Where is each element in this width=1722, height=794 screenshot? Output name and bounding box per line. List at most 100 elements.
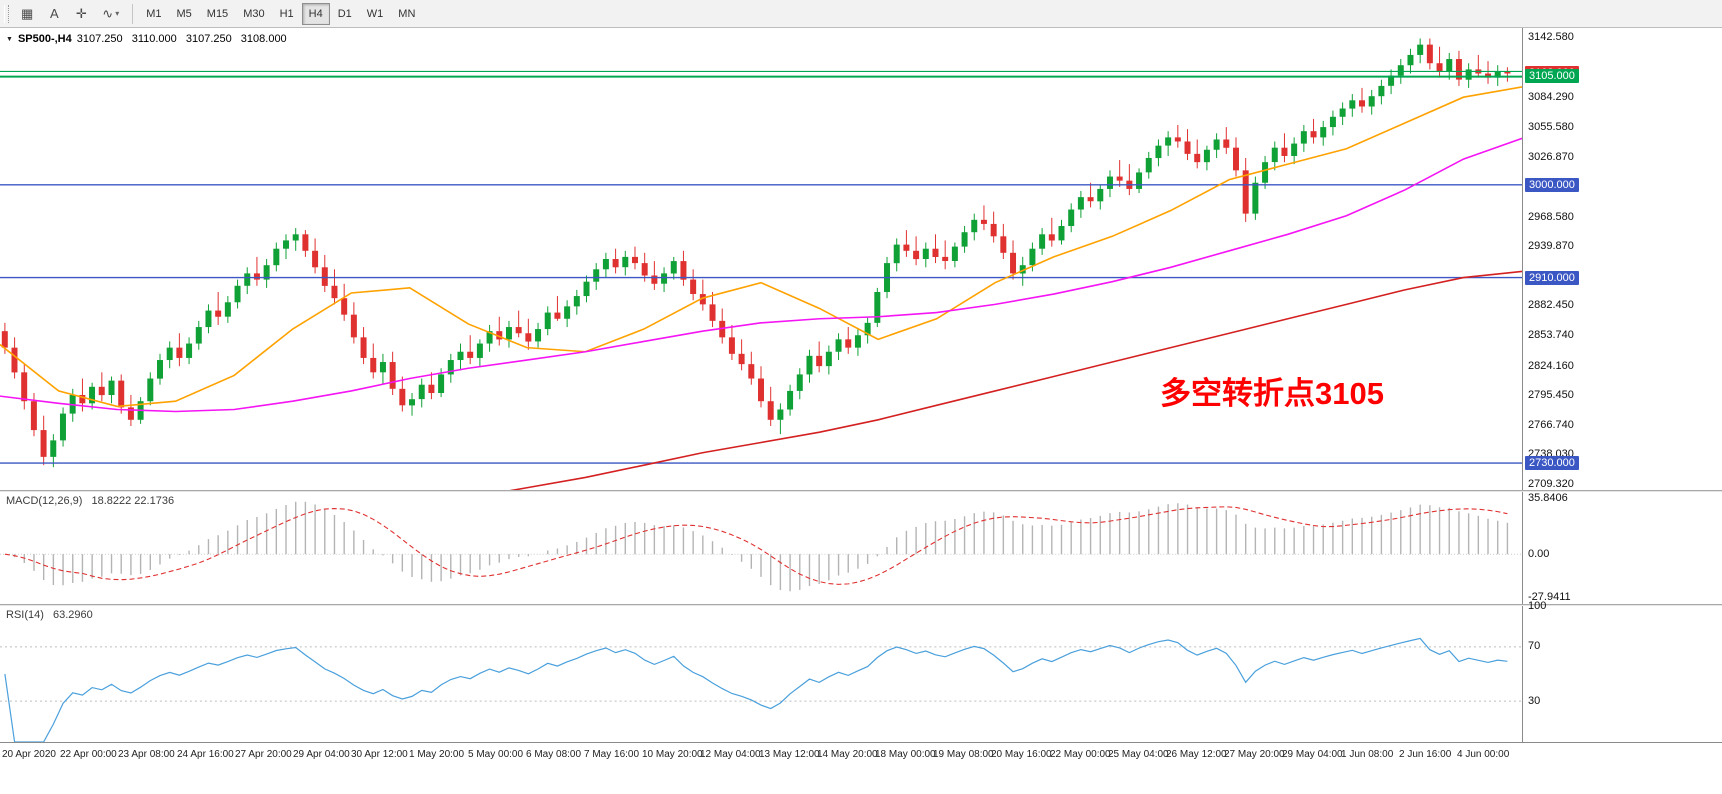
timeframe-h4-button[interactable]: H4 [301, 2, 330, 25]
ma-fast-orange [0, 86, 1522, 408]
macd-values: 18.8222 22.1736 [91, 495, 175, 507]
timeframe-m30-button[interactable]: M30 [236, 3, 271, 25]
time-axis-label: 7 May 16:00 [584, 749, 640, 760]
rsi-name: RSI(14) [6, 609, 44, 621]
time-axis-label: 20 Apr 2020 [2, 749, 56, 760]
high-value: 3110.000 [131, 33, 177, 45]
timeframe-h1-button[interactable]: H1 [273, 3, 301, 25]
time-axis-label: 1 May 20:00 [409, 749, 465, 760]
price-level-chip: 2730.000 [1525, 456, 1579, 471]
time-axis-label: 14 May 20:00 [817, 749, 878, 760]
price-chart-canvas[interactable] [0, 28, 1523, 490]
time-axis-label: 27 May 20:00 [1224, 749, 1285, 760]
axis-tick-label: 2766.740 [1528, 418, 1574, 431]
chevron-down-icon: ▾ [115, 9, 120, 18]
axis-tick-label: 35.8406 [1528, 491, 1568, 504]
time-axis[interactable]: 20 Apr 2020 22 Apr 00:00 23 Apr 08:00 24 Ap… [0, 742, 1722, 766]
macd-canvas[interactable] [0, 492, 1523, 604]
window-bottom-area [0, 766, 1722, 794]
toolbar-separator [132, 3, 134, 24]
macd-label: MACD(12,26,9) 18.8222 22.1736 [6, 495, 180, 507]
axis-tick-label: 2853.740 [1528, 329, 1574, 342]
time-axis-label: 24 Apr 16:00 [177, 749, 234, 760]
price-axis[interactable]: 3142.580 3084.290 3055.580 3026.870 2968.580… [1524, 28, 1722, 490]
time-axis-label: 20 May 16:00 [991, 749, 1052, 760]
time-axis-label: 2 Jun 16:00 [1399, 749, 1452, 760]
macd-name: MACD(12,26,9) [6, 495, 83, 507]
panel-splitter[interactable] [0, 490, 1722, 492]
price-level-chip: 3000.000 [1525, 177, 1579, 192]
time-axis-label: 30 Apr 12:00 [351, 749, 408, 760]
macd-panel: 35.8406 0.00 -27.9411 MACD(12,26,9) 18.822… [0, 492, 1722, 604]
time-axis-label: 22 May 00:00 [1050, 749, 1111, 760]
open-value: 3107.250 [76, 33, 123, 45]
ma-mid-magenta [0, 137, 1522, 413]
toolbar-grip[interactable] [4, 4, 9, 23]
timeframe-w1-button[interactable]: W1 [360, 3, 391, 25]
text-annotation-icon: A [49, 6, 59, 21]
time-axis-label: 29 Apr 04:00 [293, 749, 350, 760]
axis-tick-label: 3026.870 [1528, 150, 1574, 163]
axis-tick-label: 2882.450 [1528, 299, 1574, 312]
indicators-icon: ∿ [102, 5, 114, 21]
axis-tick-label: 3084.290 [1528, 91, 1574, 104]
axis-tick-label: 3142.580 [1528, 31, 1574, 44]
time-axis-label: 23 Apr 08:00 [118, 749, 175, 760]
toolbar: ▦ A ✛ ∿ ▾ M1 M5 M15 M30 H1 H4 D1 W1 MN [0, 0, 1722, 28]
time-axis-label: 18 May 00:00 [875, 749, 936, 760]
crosshair-button[interactable]: ✛ [68, 3, 94, 25]
chart-annotation-text: 多空转折点3105 [1160, 376, 1384, 411]
axis-tick-label: 0.00 [1528, 547, 1550, 560]
time-axis-label: 4 Jun 00:00 [1457, 749, 1510, 760]
text-annotation-button[interactable]: A [41, 3, 67, 25]
rsi-axis[interactable]: 100 70 30 [1524, 600, 1722, 742]
macd-axis[interactable]: 35.8406 0.00 -27.9411 [1524, 492, 1722, 604]
time-axis-label: 29 May 04:00 [1282, 749, 1343, 760]
time-axis-label: 13 May 12:00 [759, 749, 820, 760]
axis-tick-label: 2824.160 [1528, 359, 1574, 372]
price-panel: 3142.580 3084.290 3055.580 3026.870 2968.580… [0, 28, 1722, 490]
low-value: 3107.250 [185, 33, 232, 45]
rsi-label: RSI(14) 63.2960 [6, 609, 99, 621]
collapse-indicator-icon: ▼ [6, 35, 13, 43]
symbol-period-label: SP500-,H4 [17, 33, 72, 45]
axis-tick-label: -27.9411 [1528, 591, 1571, 604]
timeframe-m1-button[interactable]: M1 [139, 3, 168, 25]
rsi-panel: 100 70 30 RSI(14) 63.2960 [0, 600, 1722, 742]
close-value: 3108.000 [240, 33, 287, 45]
timeframe-mn-button[interactable]: MN [391, 3, 422, 25]
time-axis-label: 10 May 20:00 [642, 749, 703, 760]
timeframe-m15-button[interactable]: M15 [200, 3, 235, 25]
time-axis-label: 1 Jun 08:00 [1341, 749, 1394, 760]
chart-window-icon: ▦ [21, 5, 34, 21]
indicators-button[interactable]: ∿ ▾ [95, 3, 126, 25]
time-axis-label: 22 Apr 00:00 [60, 749, 117, 760]
timeframe-m5-button[interactable]: M5 [170, 3, 199, 25]
crosshair-icon: ✛ [75, 5, 87, 21]
axis-tick-label: 70 [1528, 640, 1541, 653]
axis-tick-label: 3055.580 [1528, 120, 1574, 133]
time-axis-label: 26 May 12:00 [1166, 749, 1227, 760]
ma-slow-red [509, 270, 1522, 490]
time-axis-label: 12 May 04:00 [700, 749, 761, 760]
chart-title: ▼ SP500-,H4 3107.250 3110.000 3107.250 3… [6, 33, 293, 45]
time-axis-label: 27 Apr 20:00 [235, 749, 292, 760]
chart-window-button[interactable]: ▦ [14, 3, 40, 25]
axis-tick-label: 2939.870 [1528, 240, 1574, 253]
rsi-canvas[interactable] [0, 606, 1523, 742]
price-level-chip: 2910.000 [1525, 270, 1579, 285]
time-axis-label: 5 May 00:00 [468, 749, 524, 760]
time-axis-label: 25 May 04:00 [1108, 749, 1169, 760]
axis-tick-label: 2968.580 [1528, 210, 1574, 223]
time-axis-label: 19 May 08:00 [933, 749, 994, 760]
rsi-value: 63.2960 [52, 609, 93, 621]
price-level-chip: 3105.000 [1525, 69, 1579, 84]
axis-tick-label: 30 [1528, 694, 1541, 707]
panel-splitter[interactable] [0, 604, 1722, 606]
ohlc-values: 3107.250 3110.000 3107.250 3108.000 [77, 33, 293, 45]
axis-tick-label: 2709.320 [1528, 478, 1574, 490]
timeframe-d1-button[interactable]: D1 [331, 3, 359, 25]
time-axis-label: 6 May 08:00 [526, 749, 582, 760]
axis-tick-label: 2795.450 [1528, 389, 1574, 402]
axis-tick-label: 100 [1528, 599, 1547, 612]
